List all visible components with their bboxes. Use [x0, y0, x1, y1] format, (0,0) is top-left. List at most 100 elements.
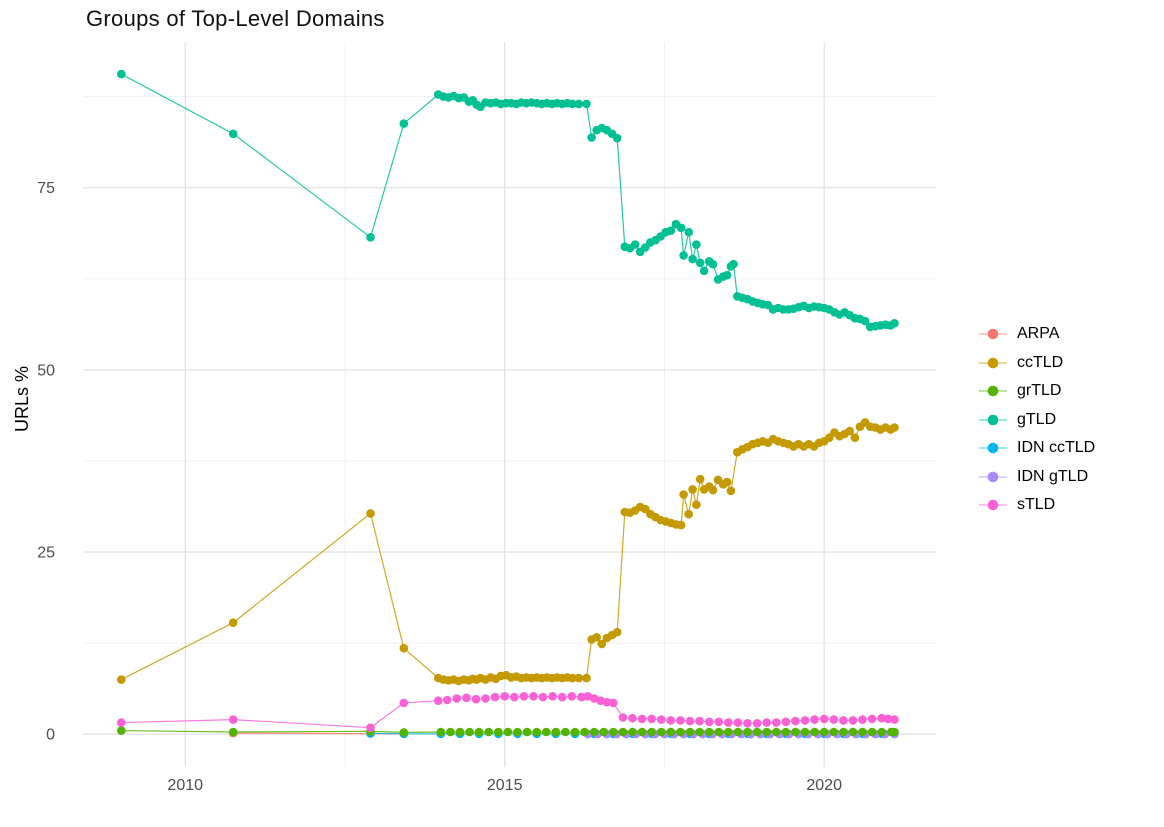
legend-key-icon [979, 328, 1007, 340]
data-point-stld [577, 692, 586, 702]
data-point-stld [657, 715, 666, 724]
data-point-cctld [850, 433, 860, 443]
data-point-cctld [695, 474, 705, 484]
data-point-grtld [704, 727, 714, 737]
data-point-grtld [541, 727, 551, 737]
legend-item-arpa: ARPA [978, 320, 1095, 349]
data-point-stld [877, 713, 886, 723]
data-point-stld [366, 723, 375, 732]
data-point-stld [829, 715, 839, 724]
data-point-grtld [772, 727, 781, 737]
legend-item-idn-gtld: IDN gTLD [978, 463, 1095, 492]
data-point-stld [519, 692, 529, 701]
data-point-gtld [676, 223, 686, 233]
data-point-stld [752, 719, 762, 728]
data-point-gtld [666, 226, 676, 235]
data-point-cctld [845, 426, 854, 436]
data-point-gtld [630, 240, 640, 249]
data-point-grtld [819, 727, 829, 737]
data-point-cctld [726, 486, 736, 496]
data-point-grtld [714, 727, 724, 737]
data-point-grtld [724, 727, 733, 737]
data-point-cctld [582, 673, 591, 683]
data-point-grtld [513, 727, 522, 737]
data-point-stld [762, 718, 771, 727]
data-point-gtld [679, 251, 688, 260]
data-point-gtld [587, 133, 596, 142]
data-point-stld [666, 716, 676, 725]
data-point-grtld [609, 727, 618, 737]
data-point-gtld [399, 119, 409, 128]
data-point-stld [791, 716, 800, 726]
data-point-cctld [676, 520, 686, 530]
legend-key-icon [979, 442, 1007, 454]
series-line-gtld [121, 73, 895, 328]
data-point-stld [434, 696, 443, 705]
data-point-grtld [455, 727, 465, 737]
data-point-stld [733, 718, 743, 727]
data-point-grtld [628, 727, 637, 737]
data-point-grtld [810, 727, 819, 737]
data-point-grtld [618, 727, 628, 737]
data-point-stld [676, 716, 685, 725]
series-gtld [117, 69, 899, 332]
data-point-stld [819, 714, 829, 724]
data-point-cctld [228, 618, 238, 627]
data-point-stld [557, 692, 567, 702]
x-tick-label: 2010 [167, 777, 203, 794]
data-point-gtld [729, 259, 738, 269]
data-point-grtld [877, 727, 886, 737]
data-point-grtld [791, 727, 800, 737]
data-point-stld [695, 716, 704, 726]
data-point-stld [883, 714, 893, 724]
y-tick-label: 75 [37, 180, 55, 197]
data-point-stld [490, 692, 500, 702]
data-point-cctld [679, 490, 688, 499]
data-point-cctld [399, 643, 409, 653]
data-point-grtld [589, 727, 599, 737]
data-point-grtld [503, 727, 513, 737]
data-point-stld [867, 714, 877, 724]
legend-item-cctld: ccTLD [978, 349, 1095, 378]
legend-label: ccTLD [1017, 353, 1064, 371]
data-point-gtld [890, 319, 899, 328]
data-point-gtld [228, 129, 238, 139]
data-point-stld [548, 692, 557, 701]
data-point-stld [452, 694, 462, 703]
data-point-grtld [522, 727, 532, 737]
data-point-stld [839, 716, 848, 725]
data-point-gtld [117, 69, 126, 79]
data-point-stld [810, 715, 819, 724]
data-point-stld [471, 694, 481, 704]
data-point-cctld [692, 500, 701, 510]
chart-title: Groups of Top-Level Domains [86, 6, 385, 31]
data-point-grtld [685, 727, 695, 737]
legend-item-stld: sTLD [978, 491, 1095, 520]
data-point-stld [529, 692, 538, 701]
data-point-grtld [484, 727, 494, 737]
legend-key-icon [979, 414, 1007, 426]
data-point-gtld [568, 99, 577, 109]
legend-key-icon [979, 385, 1007, 397]
data-point-cctld [890, 423, 899, 432]
data-point-grtld [848, 727, 858, 737]
legend-key-icon [979, 357, 1007, 369]
data-point-grtld [867, 727, 877, 737]
data-point-grtld [647, 727, 656, 737]
data-point-stld [618, 713, 628, 722]
data-point-cctld [684, 509, 693, 519]
data-point-stld [800, 716, 810, 725]
data-point-stld [500, 692, 510, 701]
y-tick-label: 50 [37, 362, 55, 379]
data-point-stld [890, 715, 899, 724]
legend-key-icon [979, 471, 1007, 483]
data-point-stld [567, 692, 577, 701]
data-point-stld [628, 713, 637, 723]
data-point-stld [538, 692, 548, 702]
legend-label: sTLD [1017, 496, 1056, 514]
data-point-gtld [688, 254, 697, 264]
legend: ARPA ccTLD grTLD gTLD IDN ccTLD IDN gTLD sTLD [978, 320, 1095, 520]
data-point-stld [602, 697, 612, 707]
data-point-gtld [574, 99, 584, 109]
data-point-grtld [580, 727, 589, 737]
